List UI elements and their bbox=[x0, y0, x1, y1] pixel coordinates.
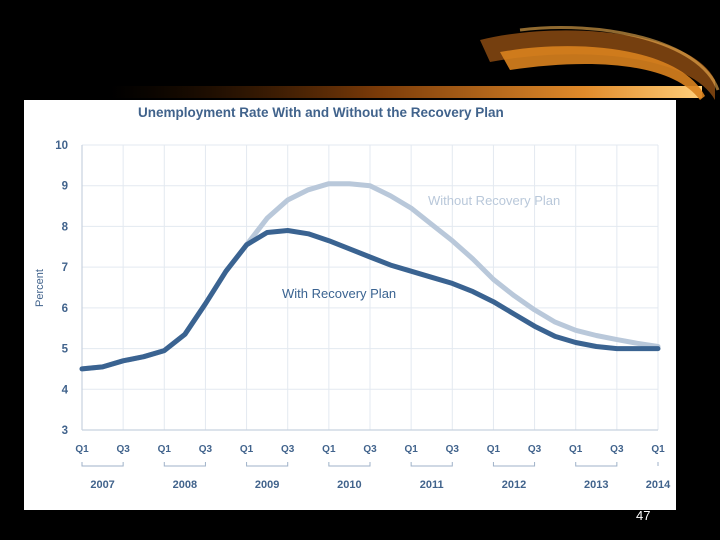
x-tick-label: Q1 bbox=[569, 444, 583, 455]
year-bracket bbox=[246, 462, 289, 467]
x-tick-label: Q3 bbox=[610, 444, 624, 455]
unemployment-chart: Unemployment Rate With and Without the R… bbox=[34, 105, 671, 491]
slide-number: 47 bbox=[636, 508, 651, 523]
legend-without-plan: Without Recovery Plan bbox=[428, 193, 560, 208]
x-tick-label: Q1 bbox=[75, 444, 89, 455]
y-tick-label: 8 bbox=[62, 221, 69, 233]
year-bracket bbox=[163, 462, 206, 467]
slide-decoration bbox=[110, 26, 720, 100]
y-tick-label: 3 bbox=[62, 425, 68, 437]
y-axis-label: Percent bbox=[34, 269, 46, 307]
year-bracket bbox=[328, 462, 371, 467]
series-line-with-plan bbox=[79, 228, 661, 372]
y-tick-label: 4 bbox=[62, 384, 69, 396]
year-label: 2011 bbox=[420, 479, 444, 491]
chart-panel: Unemployment Rate With and Without the R… bbox=[24, 100, 676, 510]
legend-with-plan: With Recovery Plan bbox=[282, 286, 396, 301]
x-tick-label: Q3 bbox=[363, 444, 377, 455]
y-tick-label: 10 bbox=[55, 140, 68, 152]
x-tick-label: Q3 bbox=[199, 444, 213, 455]
x-tick-label: Q1 bbox=[404, 444, 418, 455]
year-bracket bbox=[81, 462, 124, 467]
x-tick-label: Q1 bbox=[651, 444, 665, 455]
year-label: 2009 bbox=[255, 479, 279, 491]
x-tick-label: Q3 bbox=[446, 444, 460, 455]
year-bracket bbox=[492, 462, 536, 467]
x-tick-label: Q3 bbox=[116, 444, 130, 455]
year-label: 2010 bbox=[337, 479, 361, 491]
chart-title: Unemployment Rate With and Without the R… bbox=[138, 105, 504, 120]
x-tick-label: Q1 bbox=[240, 444, 254, 455]
year-bracket bbox=[575, 462, 618, 467]
y-tick-label: 9 bbox=[62, 181, 68, 193]
x-tick-label: Q1 bbox=[487, 444, 501, 455]
year-label: 2014 bbox=[646, 479, 671, 491]
x-tick-label: Q1 bbox=[158, 444, 172, 455]
year-bracket bbox=[410, 462, 453, 467]
year-label: 2012 bbox=[502, 479, 526, 491]
y-tick-label: 5 bbox=[62, 344, 69, 356]
x-tick-label: Q3 bbox=[528, 444, 542, 455]
y-tick-label: 7 bbox=[62, 262, 68, 274]
x-tick-label: Q3 bbox=[281, 444, 295, 455]
year-label: 2007 bbox=[90, 479, 114, 491]
x-tick-label: Q1 bbox=[322, 444, 336, 455]
y-tick-label: 6 bbox=[62, 303, 68, 315]
year-label: 2008 bbox=[173, 479, 197, 491]
year-label: 2013 bbox=[584, 479, 608, 491]
